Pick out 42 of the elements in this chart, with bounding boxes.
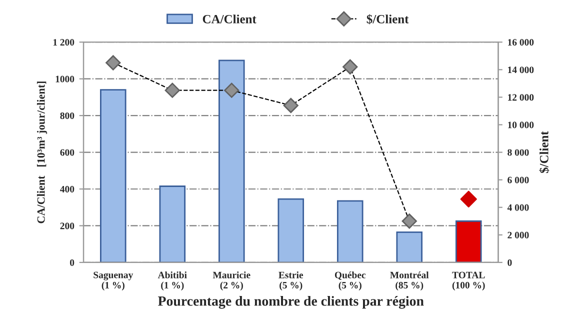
y-tick-label: 1 200 bbox=[53, 39, 74, 46]
bar bbox=[396, 231, 423, 262]
y-tick-label: 200 bbox=[60, 222, 74, 230]
y2-tick-label: 10 000 bbox=[508, 122, 534, 128]
y2-tick-label: 14 000 bbox=[508, 66, 534, 74]
x-tick-label: Estrie (5 %) bbox=[278, 271, 304, 290]
y2-tick-label: 16 000 bbox=[508, 39, 534, 46]
bar bbox=[278, 198, 304, 262]
x-tick-label: TOTAL (100 %) bbox=[452, 272, 485, 290]
y-tick-label: 600 bbox=[60, 149, 74, 156]
y2-axis-title: $/Client bbox=[539, 131, 550, 174]
point bbox=[224, 82, 240, 98]
x-tick-label: Saguenay (1 %) bbox=[94, 272, 134, 290]
point bbox=[342, 59, 358, 74]
bar bbox=[159, 186, 186, 262]
bar bbox=[218, 60, 245, 262]
x-tick-label: Abitibi (1 %) bbox=[158, 271, 187, 290]
y-tick-label: 800 bbox=[60, 112, 74, 120]
y2-tick-label: 0 bbox=[508, 259, 512, 266]
y2-tick-label: 4 000 bbox=[507, 204, 529, 211]
point bbox=[283, 98, 298, 114]
y2-tick-label: 12 000 bbox=[508, 94, 534, 101]
x-axis-title: Pourcentage du nombre de clients par région bbox=[158, 296, 424, 309]
point bbox=[164, 82, 180, 98]
legend-label: $/Client bbox=[366, 14, 409, 24]
x-tick-label: Montréal (85 %) bbox=[390, 271, 429, 290]
y2-tick-label: 2 000 bbox=[508, 232, 529, 238]
bar bbox=[100, 89, 126, 262]
y-axis-title: CA/Client [10³m³ jour/client] bbox=[36, 82, 48, 224]
y2-tick-label: 6 000 bbox=[508, 176, 529, 184]
bar bbox=[336, 200, 364, 262]
legend-label: CA/Client bbox=[202, 14, 256, 24]
x-tick-label: Québec (5 %) bbox=[334, 271, 366, 290]
bar bbox=[455, 220, 482, 262]
y-tick-label: 1000 bbox=[56, 76, 74, 82]
y2-tick-label: 8 000 bbox=[508, 149, 529, 156]
point bbox=[106, 55, 121, 70]
point bbox=[460, 190, 477, 208]
point bbox=[402, 214, 417, 229]
y-tick-label: 0 bbox=[70, 259, 74, 266]
y-tick-label: 400 bbox=[60, 186, 74, 192]
x-tick-label: Mauricie (2 %) bbox=[212, 271, 250, 290]
